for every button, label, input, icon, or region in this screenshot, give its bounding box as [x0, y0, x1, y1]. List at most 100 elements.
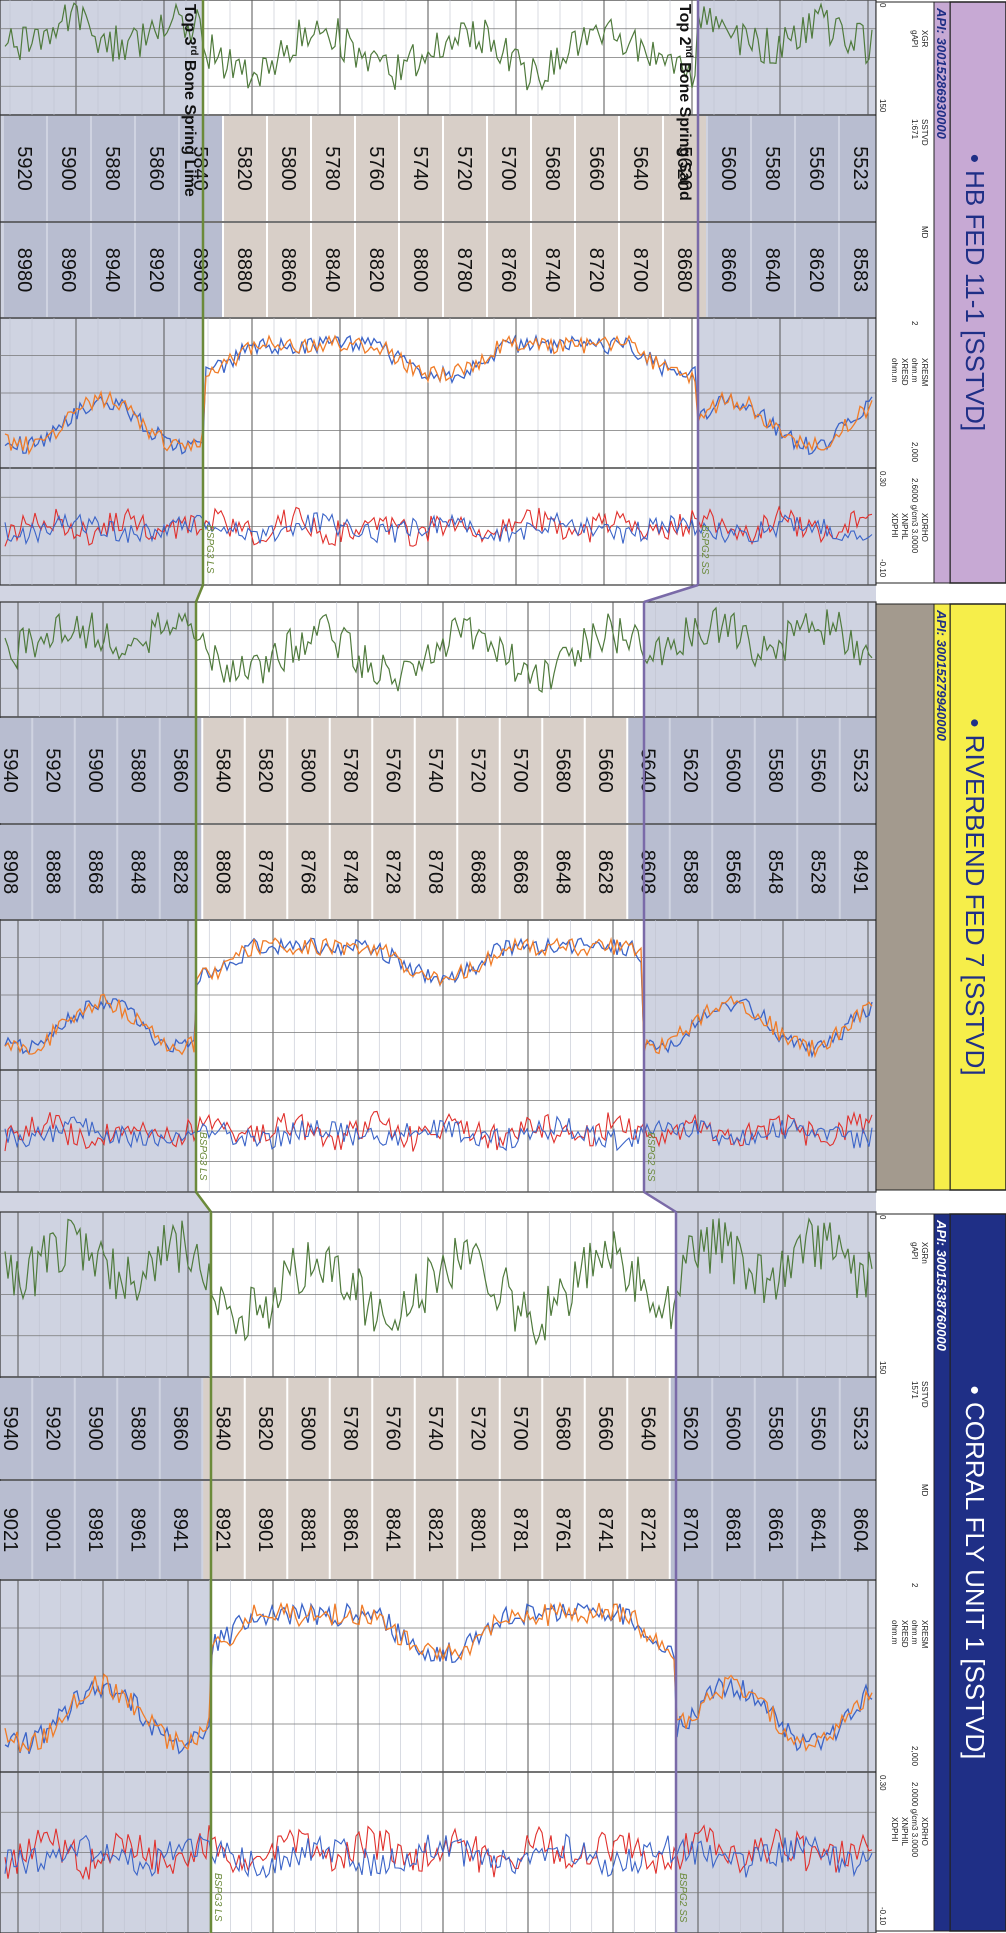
md-cell [628, 825, 669, 919]
md-label: 8661 [764, 1508, 786, 1553]
sstvd-label: 5780 [339, 1406, 361, 1451]
md-cell [458, 1481, 499, 1579]
sstvd-label: 5860 [145, 146, 167, 191]
gr-min: 0 [878, 1215, 887, 1220]
md-cell [400, 223, 442, 317]
md-label: 8708 [424, 850, 446, 895]
sstvd-cell [245, 718, 287, 823]
md-label: 8920 [145, 248, 167, 293]
md-label: 8528 [807, 850, 829, 895]
md-cell [543, 1481, 584, 1579]
md-cell [136, 223, 178, 317]
md-cell [755, 825, 797, 919]
sstvd-label: 5840 [189, 146, 211, 191]
por-curve-3: XDPHI [890, 513, 899, 537]
md-cell [840, 825, 882, 919]
sstvd-cell [543, 718, 584, 823]
marker-top-label: BSPG2 SS [699, 525, 710, 575]
sstvd-label: 5880 [127, 1406, 149, 1451]
gr-max: 150 [878, 1361, 887, 1375]
sstvd-label: 5560 [805, 146, 827, 191]
marker-top-label: BSPG2 SS [677, 1873, 688, 1923]
res-curve-1: XRESM [920, 1620, 929, 1649]
formation-superscript: rd [188, 45, 199, 55]
md-label: 8848 [127, 850, 149, 895]
curve-header-band [875, 603, 935, 1191]
md-cell [312, 223, 354, 317]
md-cell [798, 825, 839, 919]
md-cell [670, 825, 712, 919]
md-cell [0, 1481, 32, 1579]
formation-text: Bone Spring Sand [676, 58, 693, 201]
por-min: 0.30 [878, 471, 887, 487]
md-label: 8788 [254, 850, 276, 895]
res-unit-1: ohm.m [910, 358, 919, 383]
sstvd-label: 5820 [254, 748, 276, 793]
md-label: 8583 [849, 248, 871, 293]
md-cell [224, 223, 266, 317]
sstvd-label: 5740 [424, 748, 446, 793]
gr-max: 150 [878, 99, 887, 113]
formation-text: Top 2 [676, 4, 693, 46]
sstvd-label: 5660 [585, 146, 607, 191]
md-label: 8608 [637, 850, 659, 895]
sstvd-label: 5820 [254, 1406, 276, 1451]
well-api: API: 30015286930000 [934, 7, 949, 140]
md-cell [840, 223, 882, 317]
sstvd-cell [160, 718, 202, 823]
md-cell [670, 1481, 712, 1579]
md-label: 8780 [453, 248, 475, 293]
md-label: 8841 [382, 1508, 404, 1553]
sstvd-header: SSTVD [920, 119, 929, 146]
md-label: 8721 [637, 1508, 659, 1553]
md-label: 8901 [254, 1508, 276, 1553]
marker-bottom-label: BSPG3 LS [197, 1132, 208, 1181]
sstvd-cell [798, 718, 839, 823]
gap-shade-lower [0, 585, 203, 602]
md-label: 8800 [409, 248, 431, 293]
well-header: • CORRAL FLY UNIT 1 [SSTVD] API: 30015338… [875, 1213, 1006, 1932]
gamma-ray-curve [4, 606, 873, 693]
sstvd-cell [458, 1378, 499, 1479]
sstvd-cell [288, 718, 329, 823]
md-label: 8808 [212, 850, 234, 895]
sstvd-cell [33, 718, 74, 823]
sstvd-cell [330, 718, 372, 823]
sstvd-cell [576, 116, 618, 221]
por-scale-1: 2.6000 g/cm3 3.0000 [910, 478, 919, 554]
md-label: 8981 [84, 1508, 106, 1553]
sstvd-cell [224, 116, 266, 221]
sstvd-label: 5523 [849, 146, 871, 191]
gap-shade-upper [644, 585, 876, 602]
sstvd-label: 5900 [84, 748, 106, 793]
sstvd-cell [585, 1378, 627, 1479]
sstvd-cell [840, 116, 882, 221]
well-name: • CORRAL FLY UNIT 1 [SSTVD] [960, 1386, 990, 1760]
md-label: 8880 [233, 248, 255, 293]
md-cell [288, 1481, 329, 1579]
md-cell [585, 1481, 627, 1579]
sstvd-cell [840, 1378, 882, 1479]
sstvd-label: 5680 [552, 1406, 574, 1451]
density-porosity-curve [4, 1833, 873, 1879]
gr-unit: gAPI [910, 30, 919, 47]
sstvd-cell [798, 1378, 839, 1479]
por-scale-1: 2.0000 g/cm3 3.0000 [910, 1782, 919, 1858]
md-cell [708, 223, 750, 317]
md-label: 8860 [277, 248, 299, 293]
md-label: 8688 [467, 850, 489, 895]
sstvd-label: 5880 [101, 146, 123, 191]
sstvd-cell [543, 1378, 584, 1479]
sstvd-label: 5920 [42, 1406, 64, 1451]
por-curve-2: XNPHIL [900, 1817, 909, 1846]
well-api: API: 30015279940000 [934, 609, 949, 742]
sstvd-cell [245, 1378, 287, 1479]
md-label: 8828 [169, 850, 191, 895]
sstvd-cell [203, 718, 244, 823]
md-header: MD [920, 226, 929, 239]
md-cell [203, 1481, 244, 1579]
md-cell [444, 223, 486, 317]
md-cell [796, 223, 838, 317]
